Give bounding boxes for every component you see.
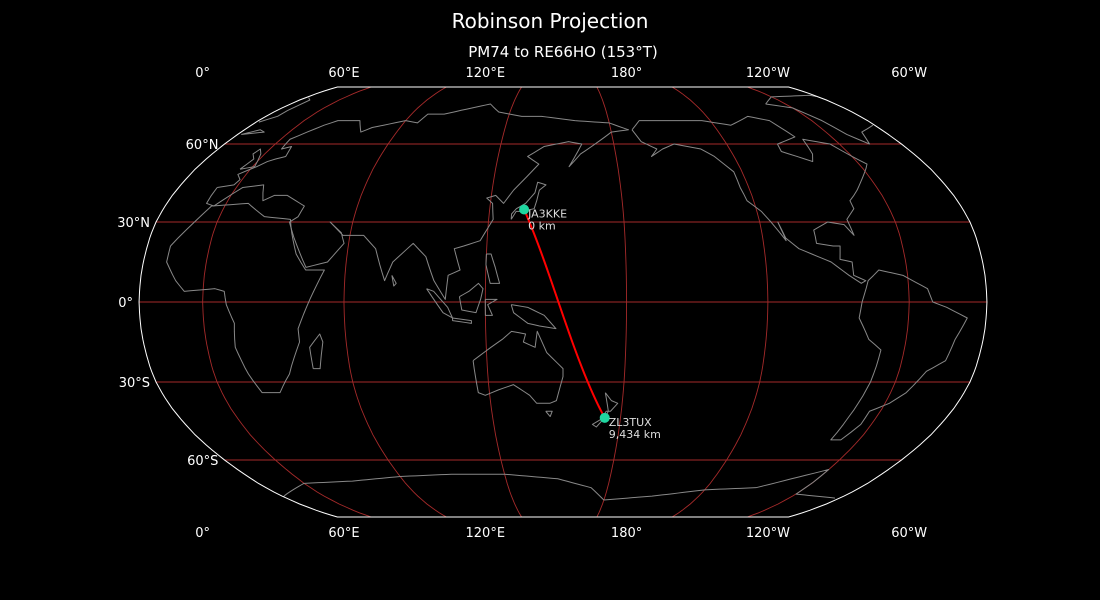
lon-tick-label-top: 120°W xyxy=(746,66,790,81)
lon-tick-label-bottom: 120°E xyxy=(466,526,506,541)
coastline xyxy=(239,148,262,170)
station-callsign: JA3KKE xyxy=(527,207,567,220)
meridian-gridline xyxy=(671,86,769,518)
coastline xyxy=(631,115,868,284)
great-circle-path xyxy=(523,209,606,419)
meridian-gridline xyxy=(343,86,447,518)
coastline xyxy=(830,269,968,441)
map-boundary xyxy=(138,86,988,518)
coastline xyxy=(484,298,498,316)
station-marker[interactable] xyxy=(599,412,610,423)
map-title: Robinson Projection xyxy=(451,9,649,33)
lat-tick-label: 0° xyxy=(118,296,133,311)
coastline xyxy=(458,282,484,314)
coastline xyxy=(591,392,619,428)
coastline xyxy=(258,97,311,123)
coastline xyxy=(241,129,265,135)
lat-tick-label: 30°N xyxy=(117,216,150,231)
coastline xyxy=(426,288,454,319)
meridian-gridline xyxy=(202,86,372,518)
coastline xyxy=(472,330,564,404)
lon-tick-label-top: 60°E xyxy=(328,66,359,81)
coastline xyxy=(452,317,472,324)
coastline xyxy=(603,469,836,501)
coastline xyxy=(206,103,629,300)
station-distance: 0 km xyxy=(528,219,556,232)
meridian-gridline xyxy=(747,86,910,518)
coastline xyxy=(510,304,557,330)
lon-tick-label-bottom: 60°W xyxy=(891,526,927,541)
coastline xyxy=(765,103,874,145)
coastline xyxy=(391,275,397,287)
lon-tick-label-bottom: 180° xyxy=(611,526,642,541)
lon-tick-label-bottom: 120°W xyxy=(746,526,790,541)
lon-tick-label-bottom: 60°E xyxy=(328,526,359,541)
station-marker[interactable] xyxy=(519,204,530,215)
lon-tick-label-top: 60°W xyxy=(891,66,927,81)
coastline xyxy=(309,333,324,370)
lat-tick-label: 30°S xyxy=(119,376,150,391)
station-callsign: ZL3TUX xyxy=(609,416,652,429)
map-subtitle: PM74 to RE66HO (153°T) xyxy=(468,43,658,61)
coastline xyxy=(283,473,605,501)
coastline xyxy=(166,202,325,394)
station-distance: 9,434 km xyxy=(609,428,661,441)
lon-tick-label-top: 120°E xyxy=(466,66,506,81)
meridian-gridline xyxy=(596,86,628,518)
coastline xyxy=(485,253,501,284)
coastline xyxy=(765,94,817,105)
lat-tick-label: 60°S xyxy=(187,454,218,469)
lon-tick-label-top: 0° xyxy=(195,66,210,81)
lat-tick-label: 60°N xyxy=(186,138,219,153)
coastline xyxy=(545,410,553,418)
lon-tick-label-bottom: 0° xyxy=(195,526,210,541)
lon-tick-label-top: 180° xyxy=(611,66,642,81)
